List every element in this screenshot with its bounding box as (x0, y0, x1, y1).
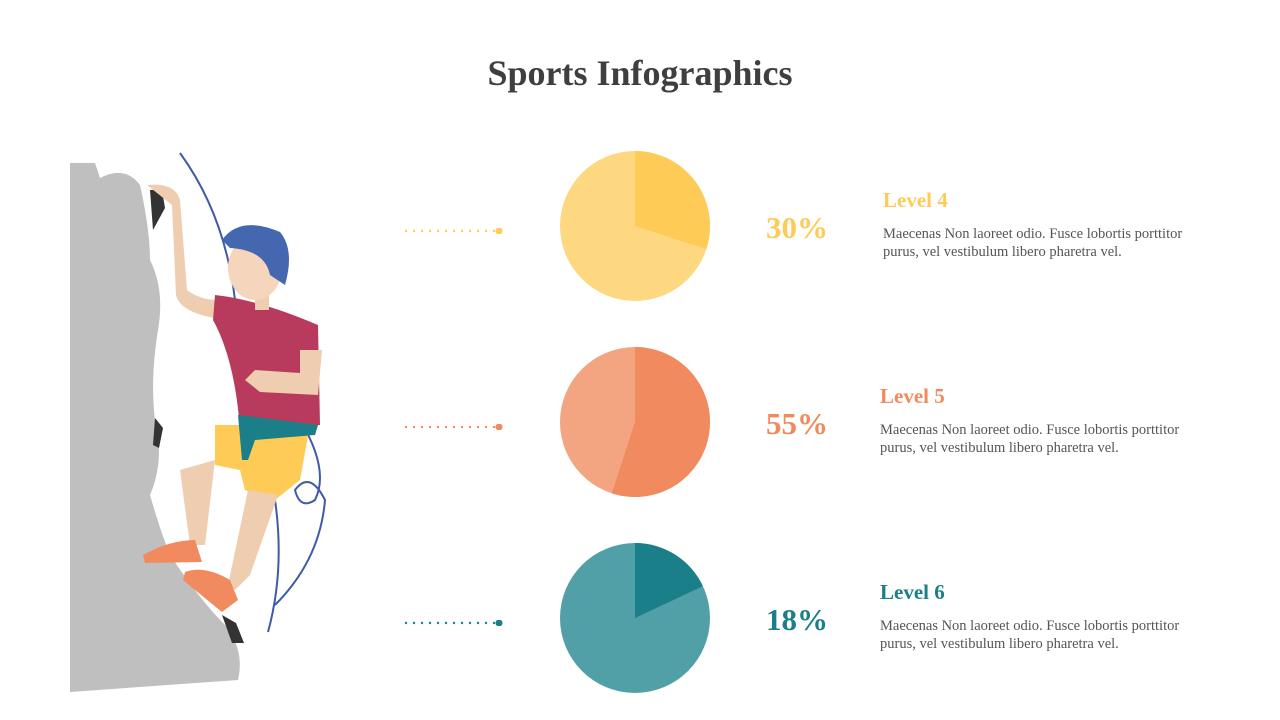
connector-dot (428, 425, 432, 429)
connector-end-dot (495, 228, 503, 234)
pie-slice (635, 543, 703, 618)
level-row: 18% Level 6 Maecenas Non laoreet odio. F… (0, 542, 1280, 702)
level-row: 55% Level 5 Maecenas Non laoreet odio. F… (0, 346, 1280, 506)
level-description: Maecenas Non laoreet odio. Fusce loborti… (883, 226, 1183, 260)
rock-climber-illustration (70, 152, 327, 692)
pie-slice (635, 151, 710, 250)
connector-dot (420, 229, 424, 233)
pie-slice (611, 347, 710, 497)
connector-dot (404, 621, 408, 625)
connector-dot (468, 425, 472, 429)
connector-dot (436, 229, 440, 233)
connector-dot (492, 229, 496, 233)
connector-dot (436, 621, 440, 625)
page-title: Sports Infographics (487, 53, 793, 93)
percent-value: 55% (766, 406, 828, 441)
level-title: Level 5 (880, 384, 945, 408)
connector-dot (468, 621, 472, 625)
dotted-connector (404, 424, 503, 430)
connector-end-dot (495, 620, 503, 626)
connector-dot (484, 621, 488, 625)
level-description: Maecenas Non laoreet odio. Fusce loborti… (880, 422, 1180, 456)
connector-dot (476, 621, 480, 625)
connector-dot (412, 621, 416, 625)
pie-chart (560, 151, 710, 301)
connector-dot (476, 425, 480, 429)
connector-dot (484, 229, 488, 233)
connector-dot (476, 229, 480, 233)
dotted-connector (404, 620, 503, 626)
connector-dot (484, 425, 488, 429)
level-row: 30% Level 4 Maecenas Non laoreet odio. F… (0, 150, 1280, 310)
connector-dot (460, 621, 464, 625)
level-title: Level 4 (883, 188, 948, 212)
connector-dot (420, 621, 424, 625)
percent-value: 30% (766, 210, 828, 245)
connector-dot (492, 425, 496, 429)
connector-dot (444, 425, 448, 429)
connector-dot (404, 425, 408, 429)
connector-end-dot (495, 424, 503, 430)
connector-dot (452, 621, 456, 625)
percent-value: 18% (766, 602, 828, 637)
connector-dot (492, 621, 496, 625)
pie-chart (560, 543, 710, 693)
connector-dot (452, 229, 456, 233)
connector-dot (452, 425, 456, 429)
level-title: Level 6 (880, 580, 945, 604)
pie-chart (560, 347, 710, 497)
connector-dot (460, 229, 464, 233)
connector-dot (436, 425, 440, 429)
connector-dot (412, 425, 416, 429)
connector-dot (412, 229, 416, 233)
connector-dot (404, 229, 408, 233)
connector-dot (468, 229, 472, 233)
connector-dot (460, 425, 464, 429)
level-description: Maecenas Non laoreet odio. Fusce loborti… (880, 618, 1180, 652)
connector-dot (444, 229, 448, 233)
connector-dot (444, 621, 448, 625)
dotted-connector (404, 228, 503, 234)
connector-dot (420, 425, 424, 429)
connector-dot (428, 229, 432, 233)
connector-dot (428, 621, 432, 625)
